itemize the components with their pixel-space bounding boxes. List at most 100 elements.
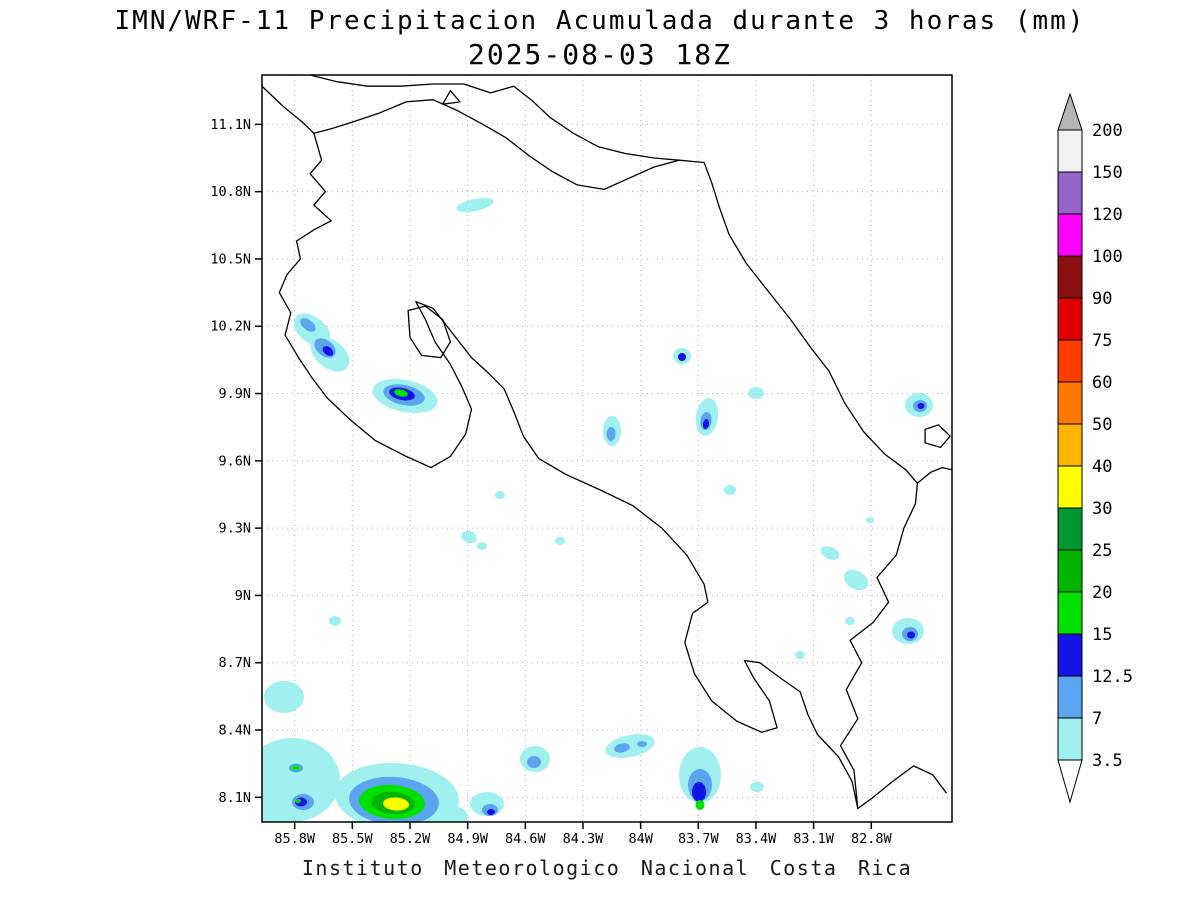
- precip-cell: [724, 485, 736, 495]
- precip-cell: [692, 782, 706, 802]
- precip-cell: [292, 765, 300, 771]
- map-frame: [261, 74, 953, 823]
- precip-cell: [461, 530, 477, 544]
- coastline-path: [924, 424, 951, 449]
- coastline-path: [442, 90, 461, 105]
- coastline-path: [278, 99, 919, 810]
- precip-cell: [383, 797, 409, 811]
- lat-tick-label: 8.7N: [218, 655, 251, 671]
- lat-tick-label: 11.1N: [210, 117, 251, 133]
- colorbar-segment: [1057, 675, 1083, 719]
- precip-cell: [300, 318, 316, 332]
- colorbar-segment: [1057, 717, 1083, 761]
- precip-cell: [866, 517, 874, 523]
- colorbar-segment: [1057, 633, 1083, 677]
- colorbar-tick-label: 12.5: [1092, 667, 1133, 687]
- colorbar-tick-label: 40: [1092, 457, 1112, 477]
- precip-cell: [748, 387, 764, 399]
- precip-cell: [795, 651, 805, 659]
- lat-tick-label: 9.3N: [218, 521, 251, 537]
- colorbar-segment: [1057, 591, 1083, 635]
- colorbar-tick-label: 60: [1092, 373, 1112, 393]
- precip-cell: [606, 427, 616, 441]
- colorbar-segment: [1057, 255, 1083, 299]
- footer-credit: Instituto Meteorologico Nacional Costa R…: [301, 856, 913, 880]
- colorbar-segment: [1057, 297, 1083, 341]
- coastlines: [262, 75, 952, 810]
- lat-tick-label: 9.6N: [218, 453, 251, 469]
- precip-cell: [495, 491, 505, 499]
- colorbar-under-arrow: [1057, 759, 1083, 804]
- lat-tick-label: 9N: [235, 588, 251, 604]
- colorbar-tick-label: 15: [1092, 625, 1112, 645]
- precip-cell: [477, 542, 487, 550]
- colorbar-tick-label: 90: [1092, 289, 1112, 309]
- colorbar-segment: [1057, 507, 1083, 551]
- lon-tick-label: 85.5W: [332, 831, 374, 847]
- colorbar-segment: [1057, 423, 1083, 467]
- colorbar-tick-label: 3.5: [1092, 751, 1123, 771]
- precip-cell: [678, 353, 686, 361]
- colorbar-tick-label: 7: [1092, 709, 1102, 729]
- precip-cell: [907, 631, 915, 639]
- lon-tick-label: 83.4W: [736, 831, 778, 847]
- colorbar-segment: [1057, 381, 1083, 425]
- precip-cell: [614, 743, 630, 753]
- colorbar-tick-label: 200: [1092, 121, 1123, 141]
- coastline-path: [309, 75, 680, 161]
- precip-cell: [262, 786, 304, 822]
- colorbar-tick-label: 100: [1092, 247, 1123, 267]
- colorbar: 3.5 7 12.5 15 20 25 30 40 50 60 75 90 100 120 150 200: [1057, 92, 1133, 804]
- lat-tick-label: 10.5N: [210, 251, 251, 267]
- precip-cell: [527, 756, 541, 768]
- colorbar-segment: [1057, 465, 1083, 509]
- axes: 11.1N 10.8N 10.5N 10.2N 9.9N 9.6N 9.3N 9N 8.7N 8.…: [210, 117, 892, 847]
- lon-tick-label: 84W: [628, 831, 653, 847]
- precip-cell: [695, 800, 705, 810]
- precip-cell: [843, 569, 869, 591]
- precip-cell: [394, 389, 408, 397]
- colorbar-tick-label: 30: [1092, 499, 1112, 519]
- colorbar-tick-label: 150: [1092, 163, 1123, 183]
- precip-cell: [750, 782, 764, 792]
- precip-cell: [555, 537, 565, 545]
- lat-tick-label: 10.2N: [210, 319, 251, 335]
- colorbar-tick-label: 50: [1092, 415, 1112, 435]
- coastline-path: [916, 466, 952, 484]
- precip-cell: [487, 809, 495, 815]
- precip-cell: [605, 734, 655, 758]
- lon-tick-label: 85.2W: [390, 831, 432, 847]
- precip-cell: [322, 346, 334, 356]
- coastline-path: [262, 85, 315, 134]
- precip-cell: [702, 419, 710, 429]
- colorbar-segment: [1057, 129, 1083, 173]
- lat-tick-label: 10.8N: [210, 184, 251, 200]
- lon-tick-label: 83.1W: [793, 831, 835, 847]
- lon-tick-label: 84.9W: [447, 831, 489, 847]
- lon-tick-label: 82.8W: [851, 831, 893, 847]
- lon-tick-label: 85.8W: [274, 831, 316, 847]
- graticule: [262, 75, 952, 822]
- colorbar-segment: [1057, 213, 1083, 257]
- precip-cell: [329, 616, 341, 626]
- lon-tick-label: 83.7W: [678, 831, 720, 847]
- lat-tick-label: 8.4N: [218, 723, 251, 739]
- precip-cell: [917, 403, 925, 409]
- precip-shading: [262, 197, 933, 822]
- lon-tick-label: 84.3W: [563, 831, 605, 847]
- precip-cell: [264, 681, 304, 713]
- chart-title: IMN/WRF-11 Precipitacion Acumulada duran…: [114, 6, 1086, 36]
- lat-tick-label: 9.9N: [218, 386, 251, 402]
- precip-cell: [637, 741, 647, 747]
- colorbar-segment: [1057, 549, 1083, 593]
- colorbar-tick-label: 25: [1092, 541, 1112, 561]
- precip-cell: [456, 197, 494, 213]
- coastline-path: [407, 305, 452, 359]
- precip-cell: [295, 799, 301, 803]
- precip-cell: [820, 546, 840, 560]
- lon-tick-label: 84.6W: [505, 831, 547, 847]
- coastline-path: [857, 765, 947, 810]
- colorbar-segment: [1057, 171, 1083, 215]
